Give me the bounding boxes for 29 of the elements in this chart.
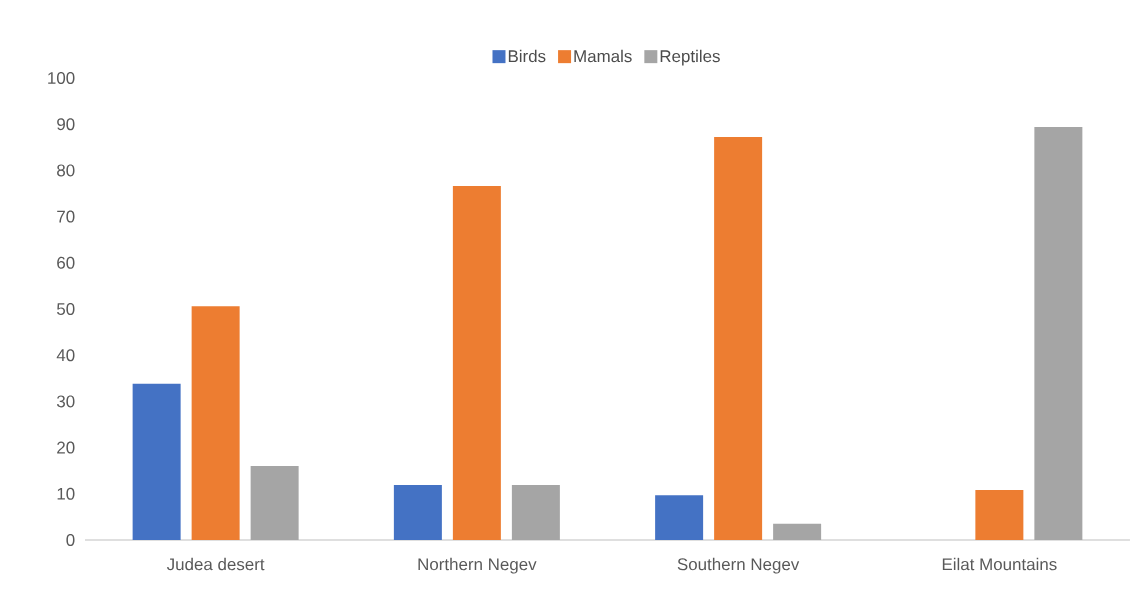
y-tick-label: 90 — [57, 118, 75, 131]
bar — [975, 490, 1024, 540]
y-tick-label: 80 — [57, 164, 75, 177]
y-tick-label: 70 — [57, 210, 75, 223]
x-tick-label: Northern Negev — [418, 557, 537, 574]
bar — [714, 137, 763, 540]
bar — [132, 383, 181, 540]
y-tick-label: 40 — [56, 349, 75, 362]
bar — [393, 485, 442, 540]
bar — [511, 485, 560, 540]
y-tick-label: 10 — [57, 487, 75, 500]
legend-label: Reptiles — [660, 49, 720, 66]
y-tick-label: 20 — [57, 441, 75, 454]
y-tick-label: 60 — [57, 256, 75, 269]
x-tick-label: Eilat Mountains — [942, 557, 1057, 571]
legend-label: Mamals — [574, 49, 632, 63]
y-tick-label: 50 — [57, 302, 75, 315]
bar — [773, 523, 822, 540]
y-tick-label: 30 — [56, 395, 75, 408]
bar — [191, 306, 240, 540]
legend-label: Birds — [508, 49, 546, 63]
x-tick-label: Southern Negev — [677, 557, 800, 574]
y-tick-label: 0 — [66, 533, 75, 546]
bar — [250, 466, 299, 540]
x-tick-label: Judea desert — [166, 557, 265, 571]
bar — [452, 186, 501, 540]
y-tick-label: 100 — [48, 71, 75, 84]
bar — [1034, 126, 1083, 540]
bar — [655, 495, 704, 540]
